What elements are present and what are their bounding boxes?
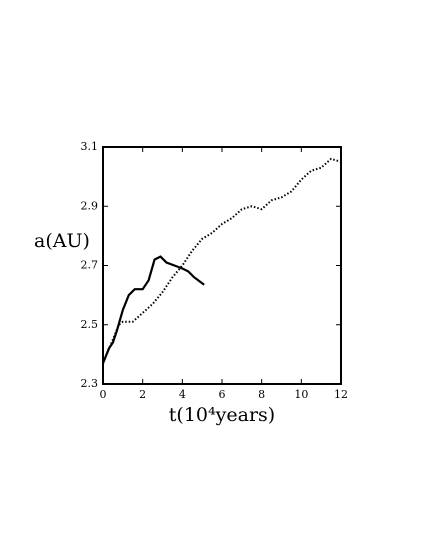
y-tick-label: 2.5 bbox=[81, 318, 99, 331]
y-tick-label: 3.1 bbox=[81, 140, 99, 153]
x-axis-label: t(10⁴years) bbox=[169, 404, 275, 426]
x-tick-label: 0 bbox=[100, 388, 107, 401]
data-line bbox=[102, 157, 342, 364]
plot-frame bbox=[102, 146, 342, 385]
y-tick-label: 2.7 bbox=[81, 259, 99, 272]
x-tick-label: 6 bbox=[219, 388, 226, 401]
y-tick-label: 2.3 bbox=[81, 377, 99, 390]
y-tick-label: 2.9 bbox=[81, 199, 99, 212]
x-tick-label: 4 bbox=[179, 388, 186, 401]
x-tick-label: 12 bbox=[334, 388, 348, 401]
x-tick-label: 10 bbox=[294, 388, 308, 401]
y-axis-label: a(AU) bbox=[34, 230, 90, 252]
x-tick-label: 8 bbox=[258, 388, 265, 401]
data-line bbox=[101, 255, 205, 364]
x-tick-label: 2 bbox=[139, 388, 146, 401]
